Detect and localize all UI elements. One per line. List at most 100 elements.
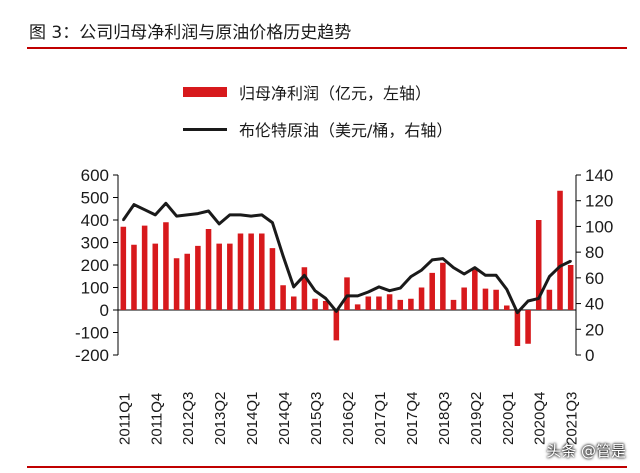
profit-bar xyxy=(386,294,393,310)
brent-price-point xyxy=(377,285,381,289)
brent-price-point xyxy=(399,286,402,290)
left-tick-label: 100 xyxy=(81,279,109,298)
profit-bar xyxy=(429,272,435,310)
profit-bar xyxy=(503,305,510,310)
profit-bar xyxy=(376,296,382,310)
profit-bar xyxy=(472,269,478,310)
brent-price-point xyxy=(132,203,136,206)
figure-title: 图 3：公司归母净利润与原油价格历史趋势 xyxy=(29,23,352,43)
x-tick-label: 2017Q1 xyxy=(372,392,389,445)
profit-bar xyxy=(397,299,404,310)
legend-label-brent: 布伦特原油（美元/桶，右轴） xyxy=(239,121,453,140)
x-tick-label: 2017Q4 xyxy=(404,392,421,445)
brent-price-point xyxy=(388,289,391,292)
profit-bar xyxy=(269,248,276,310)
brent-price-point xyxy=(122,218,125,222)
brent-price-point xyxy=(345,294,349,298)
brent-price-point xyxy=(431,258,434,262)
legend-swatch-bar xyxy=(183,87,227,97)
legend-swatch-line xyxy=(183,127,227,131)
brent-price-point xyxy=(303,274,306,277)
profit-bar xyxy=(312,298,318,310)
brent-price-point xyxy=(537,297,540,300)
profit-bar xyxy=(535,220,542,310)
brent-price-point xyxy=(505,288,508,291)
profit-bar xyxy=(365,296,372,310)
x-tick-label: 2014Q1 xyxy=(244,392,261,445)
profit-bar xyxy=(344,277,350,310)
watermark: 头条 @管是 xyxy=(546,442,626,460)
brent-price-point xyxy=(249,214,253,218)
brent-price-point xyxy=(356,294,359,298)
right-tick-label: 140 xyxy=(585,166,613,185)
profit-bar xyxy=(131,244,137,310)
right-tick-label: 120 xyxy=(585,192,613,211)
legend-item-brent: 布伦特原油（美元/桶，右轴） xyxy=(183,118,452,140)
left-tick-label: -200 xyxy=(75,346,109,365)
x-tick-label: 2020Q4 xyxy=(532,392,549,445)
profit-bar xyxy=(301,267,308,310)
profit-bar xyxy=(482,288,489,310)
left-tick-label: 200 xyxy=(81,256,109,275)
profit-bar xyxy=(322,301,329,310)
profit-bar xyxy=(248,233,254,310)
brent-price-point xyxy=(558,265,562,268)
brent-price-point xyxy=(526,299,530,303)
brent-price-point xyxy=(569,259,572,263)
profit-bar xyxy=(120,226,127,310)
profit-bar xyxy=(408,298,414,310)
brent-price-point xyxy=(473,266,477,269)
profit-bar xyxy=(440,262,446,310)
left-tick-label: 500 xyxy=(81,189,109,208)
legend-item-profit: 归母净利润（亿元，左轴） xyxy=(183,81,431,103)
profit-bar xyxy=(184,253,191,310)
brent-price-point xyxy=(367,290,370,294)
brent-price-point xyxy=(186,213,189,217)
profit-bar xyxy=(418,287,425,310)
profit-bar xyxy=(290,296,297,310)
left-tick-label: 400 xyxy=(81,211,109,230)
left-tick-label: 600 xyxy=(81,166,109,185)
brent-price-point xyxy=(196,212,200,215)
profit-bar xyxy=(216,243,222,310)
right-tick-label: 0 xyxy=(585,346,594,365)
brent-price-point xyxy=(409,275,413,278)
profit-bar xyxy=(173,258,180,310)
right-tick-label: 40 xyxy=(585,295,604,314)
x-tick-label: 2020Q1 xyxy=(500,392,517,445)
profit-bar xyxy=(195,245,201,310)
x-tick-label: 2021Q3 xyxy=(564,392,581,445)
x-tick-label: 2014Q4 xyxy=(276,392,293,445)
brent-price-point xyxy=(494,274,498,277)
brent-price-point xyxy=(164,202,168,205)
profit-bar xyxy=(546,289,553,310)
profit-bar xyxy=(259,233,265,310)
profit-bar xyxy=(237,233,244,310)
x-tick-label: 2015Q3 xyxy=(308,392,325,445)
brent-price-point xyxy=(313,289,317,292)
brent-price-point xyxy=(217,222,221,226)
brent-price-point xyxy=(281,254,285,258)
brent-price-point xyxy=(462,272,466,276)
brent-price-point xyxy=(324,297,327,300)
profit-bar xyxy=(141,225,148,310)
left-tick-label: 300 xyxy=(81,234,109,253)
brent-price-point xyxy=(335,310,338,313)
profit-bar xyxy=(333,310,340,341)
profit-bar xyxy=(514,310,521,346)
x-tick-label: 2016Q2 xyxy=(340,392,357,445)
brent-price-point xyxy=(175,214,178,218)
legend-label-profit: 归母净利润（亿元，左轴） xyxy=(239,84,432,103)
profit-bar xyxy=(227,243,233,310)
profit-bar xyxy=(152,243,159,310)
brent-price-point xyxy=(154,213,157,217)
x-tick-label: 2013Q2 xyxy=(212,392,229,445)
bottom-rule xyxy=(27,466,627,468)
x-tick-label: 2011Q1 xyxy=(116,393,133,445)
left-tick-label: 0 xyxy=(100,301,109,320)
brent-price-point xyxy=(143,208,146,211)
profit-bar xyxy=(461,287,467,310)
brent-price-point xyxy=(271,221,274,224)
title-rule xyxy=(27,47,627,49)
profit-bar xyxy=(354,304,361,310)
